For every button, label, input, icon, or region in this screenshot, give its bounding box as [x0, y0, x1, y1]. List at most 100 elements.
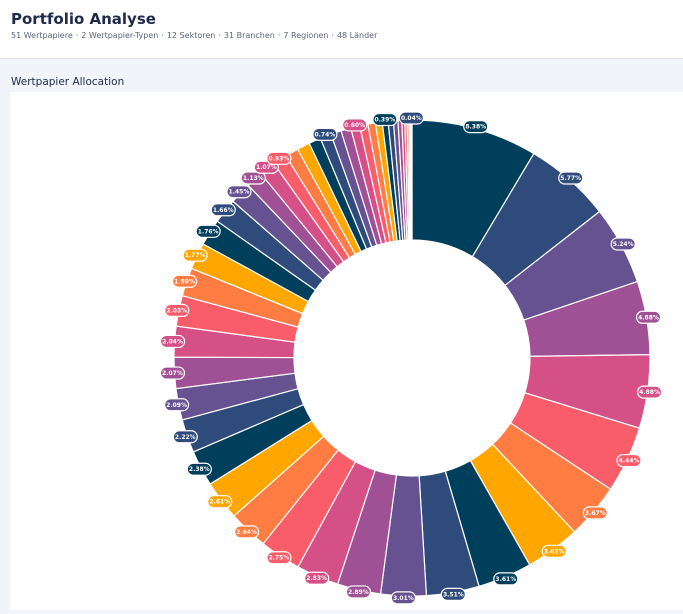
data-label: 0.04% — [398, 111, 424, 125]
label-text: 2.04% — [162, 338, 183, 345]
label-text: 0.74% — [314, 131, 335, 138]
label-text: 3.65% — [544, 548, 565, 555]
data-label: 2.61% — [207, 495, 233, 509]
label-text: 4.44% — [619, 458, 640, 465]
label-pill — [182, 248, 208, 262]
label-pill — [312, 127, 338, 141]
data-label: 5.24% — [610, 237, 636, 251]
label-text: 3.01% — [393, 595, 414, 602]
data-label: 2.89% — [345, 585, 372, 599]
data-label: 2.38% — [186, 462, 212, 476]
stat: 12 Sektoren — [166, 31, 216, 40]
data-label: 2.83% — [304, 571, 330, 585]
label-pill — [636, 385, 663, 399]
label-pill — [207, 495, 233, 509]
label-pill — [164, 303, 190, 318]
data-label: 0.39% — [372, 112, 398, 127]
label-pill — [210, 203, 236, 217]
stat: 7 Regionen — [283, 31, 329, 40]
label-pill — [226, 185, 252, 199]
label-text: 3.61% — [495, 576, 516, 583]
data-label: 1.45% — [226, 185, 252, 199]
data-label: 0.60% — [342, 118, 368, 132]
separator: · — [218, 31, 221, 40]
label-pill — [582, 506, 608, 520]
data-label: 1.66% — [210, 203, 236, 217]
label-text: 2.03% — [166, 307, 187, 314]
header: Portfolio Analyse 51 Wertpapiere · 2 Wertp… — [0, 0, 683, 59]
label-text: 2.38% — [189, 466, 210, 473]
data-label: 2.04% — [159, 334, 186, 349]
label-pill — [558, 171, 584, 185]
separator: · — [331, 31, 334, 40]
separator: · — [75, 31, 79, 40]
label-pill — [172, 430, 198, 444]
label-pill — [186, 462, 212, 476]
label-pill — [342, 118, 368, 132]
label-text: 3.51% — [443, 591, 464, 598]
chart: 8.38% 5.77% 5.24% 4.88% 4.88% 4.44% 3.67% 3.65%… — [159, 111, 663, 605]
label-text: 1.76% — [198, 228, 219, 235]
data-label: 1.76% — [195, 224, 221, 238]
data-label: 2.09% — [164, 398, 190, 412]
data-label: 3.61% — [493, 572, 519, 586]
stat: 31 Branchen — [223, 31, 275, 40]
label-pill — [240, 171, 266, 185]
data-label: 1.77% — [182, 248, 208, 262]
label-pill — [266, 151, 292, 165]
label-pill — [541, 544, 567, 558]
label-pill — [616, 453, 642, 468]
data-label: 3.51% — [440, 587, 466, 602]
label-pill — [390, 591, 416, 605]
stat: 51 Wertpapiere — [11, 31, 73, 40]
label-text: 2.07% — [162, 370, 183, 377]
label-pill — [610, 237, 636, 251]
label-pill — [463, 120, 489, 134]
data-label: 2.22% — [172, 430, 198, 444]
label-text: 1.77% — [185, 252, 206, 259]
data-label: 3.67% — [582, 506, 608, 520]
label-text: 2.89% — [348, 589, 369, 596]
label-text: 2.09% — [166, 402, 187, 409]
label-text: 2.22% — [175, 434, 196, 441]
label-pill — [345, 585, 372, 599]
label-text: 1.89% — [174, 278, 195, 285]
label-text: 1.13% — [243, 175, 264, 182]
label-text: 2.61% — [209, 499, 230, 506]
label-pill — [304, 571, 330, 585]
data-label: 4.44% — [616, 453, 642, 468]
chart-card: 8.38% 5.77% 5.24% 4.88% 4.88% 4.44% 3.67% 3.65%… — [10, 92, 683, 610]
label-pill — [635, 310, 662, 324]
data-label: 1.89% — [171, 274, 198, 288]
label-text: 8.38% — [465, 124, 486, 131]
label-pill — [159, 366, 186, 380]
label-pill — [164, 398, 190, 412]
stats: 51 Wertpapiere · 2 Wertpapier-Typen · 12 Sek… — [11, 31, 377, 40]
label-pill — [195, 224, 221, 238]
label-text: 4.88% — [639, 389, 660, 396]
page-title: Portfolio Analyse — [11, 10, 156, 28]
stat: 48 Länder — [336, 31, 378, 40]
data-label: 2.64% — [233, 525, 260, 539]
separator: · — [277, 31, 281, 40]
label-pill — [233, 525, 260, 539]
data-label: 0.74% — [312, 127, 338, 141]
label-text: 5.24% — [613, 241, 634, 248]
label-text: 0.93% — [268, 155, 289, 162]
label-pill — [266, 551, 292, 565]
data-label: 2.03% — [164, 303, 190, 318]
label-pill — [372, 112, 398, 127]
label-pill — [398, 111, 424, 125]
data-label: 2.07% — [159, 366, 186, 380]
data-label: 3.65% — [541, 544, 567, 558]
label-text: 0.60% — [344, 122, 365, 129]
section-title: Wertpapier Allocation — [11, 76, 125, 88]
label-text: 0.39% — [374, 117, 395, 124]
stat: 2 Wertpapier-Typen — [81, 31, 159, 40]
label-text: 2.75% — [269, 555, 290, 562]
label-text: 1.66% — [213, 207, 234, 214]
data-label: 4.88% — [635, 310, 662, 324]
label-text: 0.04% — [401, 115, 422, 122]
data-label: 2.75% — [266, 551, 292, 565]
